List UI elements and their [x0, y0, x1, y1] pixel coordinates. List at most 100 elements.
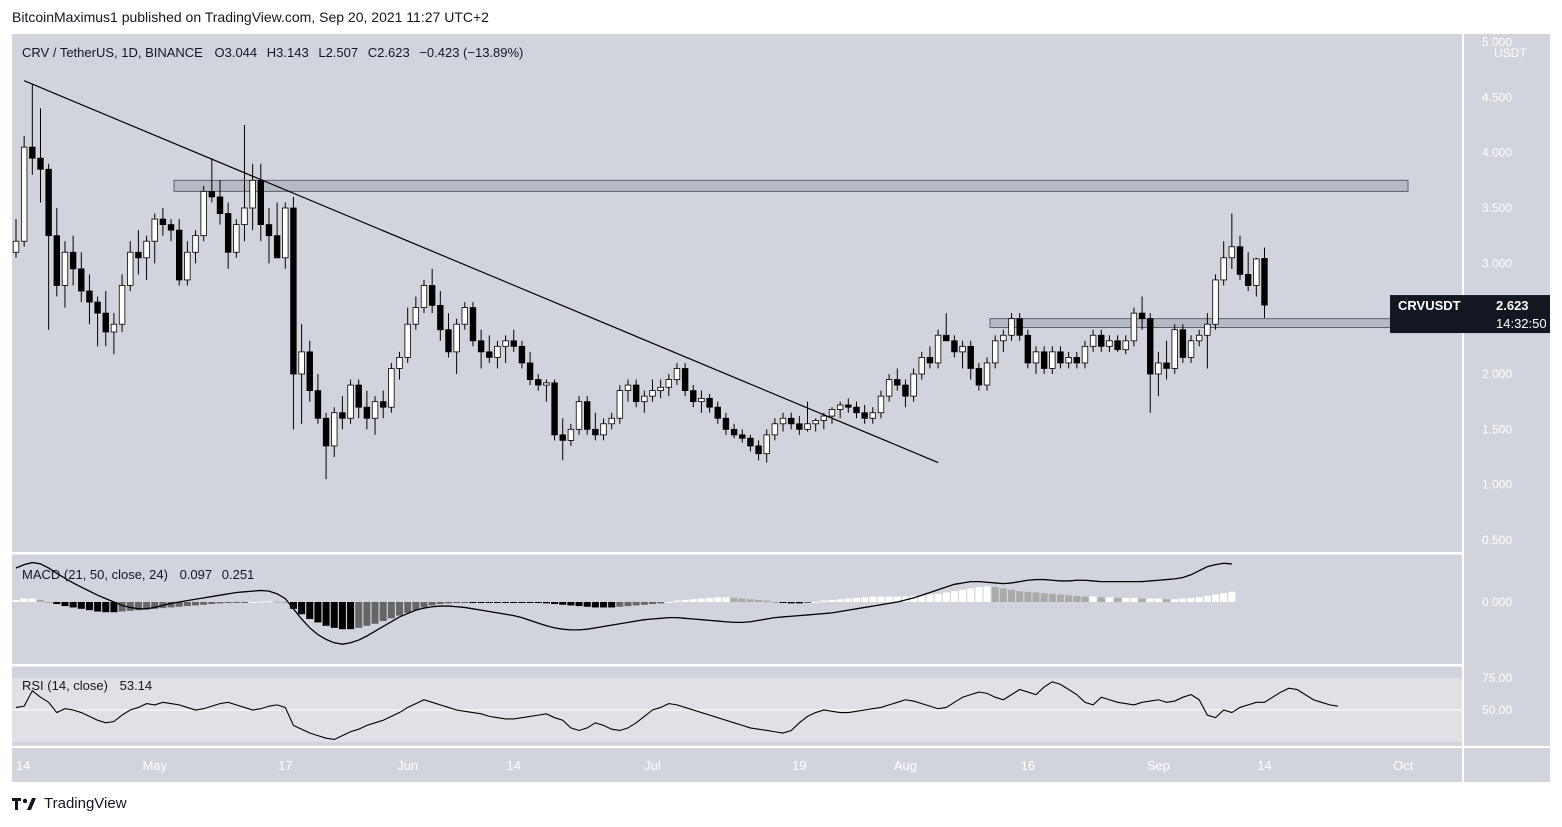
candle	[469, 307, 477, 342]
candle	[559, 434, 566, 441]
candle	[53, 235, 60, 286]
candle	[461, 307, 468, 325]
tradingview-logo-icon	[12, 797, 36, 810]
macd-histogram-bar	[444, 602, 452, 604]
macd-histogram-bar	[281, 602, 289, 603]
candle	[102, 312, 109, 333]
time-axis-label: 14	[16, 758, 30, 773]
macd-histogram-bar	[493, 602, 501, 603]
macd-histogram-bar	[975, 587, 983, 602]
candle	[175, 229, 183, 281]
macd-histogram-bar	[697, 598, 705, 602]
footer-brand[interactable]: TradingView	[12, 795, 127, 812]
time-axis[interactable]	[12, 748, 1462, 782]
candle	[12, 240, 20, 253]
candle	[379, 401, 387, 408]
price-axis[interactable]	[1464, 34, 1550, 746]
macd-histogram-bar	[1146, 598, 1154, 602]
macd-histogram-bar	[861, 597, 869, 602]
candle	[959, 345, 966, 353]
time-axis-label: 19	[792, 758, 806, 773]
macd-histogram-bar	[959, 589, 967, 602]
macd-histogram-bar	[787, 602, 795, 604]
candle	[1130, 312, 1138, 342]
macd-histogram-bar	[477, 602, 485, 603]
candle	[853, 406, 860, 414]
candle	[543, 382, 550, 386]
candle	[771, 423, 779, 436]
macd-histogram-bar	[53, 602, 61, 605]
chart-svg[interactable]: 0.000 75.00 50.00 5.000 4.500 4.000 3.500 3.0…	[12, 34, 1550, 782]
candle	[290, 207, 297, 375]
macd-histogram-bar	[1203, 595, 1211, 602]
macd-histogram-bar	[1016, 591, 1024, 602]
candle	[233, 224, 240, 253]
candle	[249, 179, 256, 209]
macd-histogram-bar	[387, 602, 395, 619]
macd-histogram-bar	[1130, 597, 1138, 602]
macd-histogram-bar	[461, 602, 469, 603]
macd-histogram-bar	[1032, 592, 1040, 602]
macd-histogram-bar	[624, 602, 632, 607]
macd-histogram-bar	[338, 602, 346, 630]
rsi-layer: 75.00 50.00	[12, 665, 1512, 741]
macd-histogram-bar	[314, 602, 322, 623]
candle	[1098, 334, 1105, 347]
macd-line	[15, 561, 1232, 645]
time-axis-label: 14	[1257, 758, 1271, 773]
candle	[967, 345, 974, 369]
time-axis-label: Jun	[397, 758, 418, 773]
macd-histogram-bar	[485, 602, 493, 603]
candle	[1057, 351, 1064, 364]
candle	[45, 168, 52, 237]
candle	[714, 406, 721, 419]
candle	[616, 390, 624, 419]
macd-histogram-bar	[1097, 597, 1105, 602]
macd-histogram-bar	[575, 602, 583, 607]
macd-histogram-bar	[559, 602, 567, 605]
price-axis-label: 3.500	[1482, 201, 1512, 215]
macd-histogram-bar	[257, 601, 265, 603]
price-pane[interactable]	[12, 34, 1462, 552]
candle	[1179, 329, 1187, 358]
macd-histogram-bar	[518, 602, 526, 603]
macd-histogram-bar	[665, 602, 673, 603]
candle	[624, 384, 632, 392]
macd-histogram-bar	[69, 602, 77, 608]
candle	[722, 417, 730, 430]
candle	[127, 251, 134, 286]
price-axis-label: 2.000	[1482, 367, 1512, 381]
candle	[184, 251, 191, 281]
macd-histogram-bar	[910, 595, 918, 602]
macd-histogram-bar	[1163, 599, 1171, 602]
candle	[69, 251, 77, 270]
macd-histogram-bar	[192, 602, 200, 606]
macd-histogram-bar	[240, 602, 248, 603]
candle	[86, 290, 93, 303]
candle	[992, 340, 999, 364]
macd-histogram-bar	[1212, 594, 1220, 602]
candle	[951, 340, 958, 353]
macd-histogram-bar	[436, 602, 444, 605]
macd-histogram-bar	[510, 602, 518, 603]
candle	[167, 224, 175, 231]
price-tag[interactable]: CRVUSDT 2.623 14:32:50	[1390, 295, 1550, 334]
macd-histogram-bar	[1228, 591, 1236, 602]
macd-histogram-bar	[999, 588, 1007, 602]
macd-histogram-bar	[542, 602, 550, 604]
macd-histogram-bar	[689, 599, 697, 602]
candle	[396, 356, 403, 369]
chart-area[interactable]: 0.000 75.00 50.00 5.000 4.500 4.000 3.500 3.0…	[12, 34, 1550, 782]
macd-pane[interactable]	[12, 554, 1462, 664]
candle	[975, 368, 983, 386]
macd-histogram-bar	[942, 592, 950, 602]
macd-histogram-bar	[363, 602, 371, 626]
candle	[796, 423, 803, 430]
candle	[788, 417, 795, 425]
candle	[943, 334, 950, 342]
candle	[608, 417, 615, 425]
macd-histogram-bar	[804, 602, 812, 603]
candle	[314, 390, 322, 419]
time-axis-label: 17	[278, 758, 292, 773]
candle	[747, 437, 754, 447]
